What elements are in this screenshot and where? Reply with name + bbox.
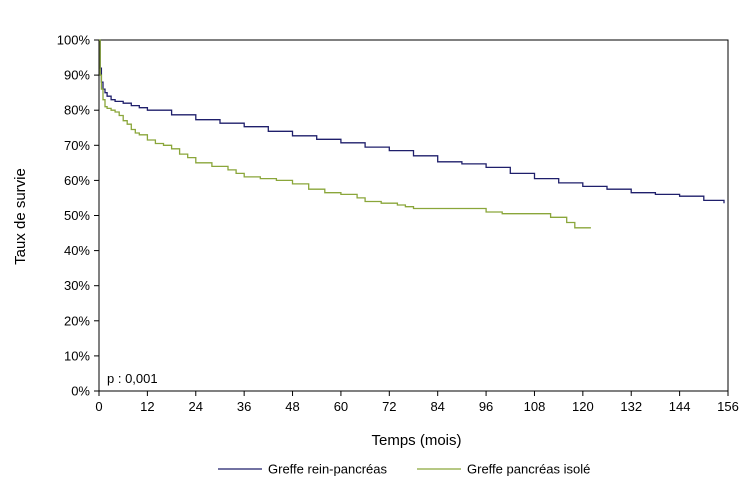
y-tick-label: 50% <box>64 208 90 223</box>
y-tick-label: 80% <box>64 103 90 118</box>
y-tick-label: 100% <box>57 33 91 48</box>
x-tick-label: 72 <box>382 399 396 414</box>
y-tick-label: 30% <box>64 278 90 293</box>
y-tick-label: 90% <box>64 68 90 83</box>
plot-area <box>98 39 729 392</box>
x-tick-label: 48 <box>285 399 299 414</box>
x-tick-label: 24 <box>189 399 203 414</box>
x-tick-label: 144 <box>669 399 691 414</box>
legend: Greffe rein-pancréas Greffe pancréas iso… <box>218 462 590 477</box>
x-tick-label: 0 <box>95 399 102 414</box>
x-tick-label: 108 <box>524 399 546 414</box>
x-axis: 0 12 24 36 48 60 72 84 96 108 120 132 144 156 <box>95 391 739 414</box>
series-lines <box>99 39 725 229</box>
legend-label-rein-pancreas: Greffe rein-pancréas <box>268 462 387 477</box>
x-tick-label: 132 <box>620 399 642 414</box>
p-value-annotation: p : 0,001 <box>107 371 158 386</box>
series-line-0 <box>99 39 725 204</box>
y-axis-title: Taux de survie <box>12 168 29 265</box>
x-tick-label: 156 <box>717 399 739 414</box>
y-tick-label: 60% <box>64 173 90 188</box>
legend-label-pancreas-isole: Greffe pancréas isolé <box>467 462 590 477</box>
series-line-1 <box>99 39 591 229</box>
plot-frame <box>98 39 729 392</box>
y-tick-label: 40% <box>64 243 90 258</box>
y-tick-label: 70% <box>64 138 90 153</box>
y-tick-label: 10% <box>64 348 90 363</box>
y-tick-label: 20% <box>64 313 90 328</box>
x-tick-label: 60 <box>334 399 348 414</box>
y-tick-label: 0% <box>71 384 90 399</box>
x-tick-label: 120 <box>572 399 594 414</box>
x-tick-label: 12 <box>140 399 154 414</box>
x-tick-label: 84 <box>430 399 444 414</box>
x-tick-label: 36 <box>237 399 251 414</box>
x-axis-title: Temps (mois) <box>371 432 461 449</box>
y-axis: 0% 10% 20% 30% 40% 50% 60% 70% 80% 90% 100% <box>57 33 99 399</box>
x-tick-label: 96 <box>479 399 493 414</box>
